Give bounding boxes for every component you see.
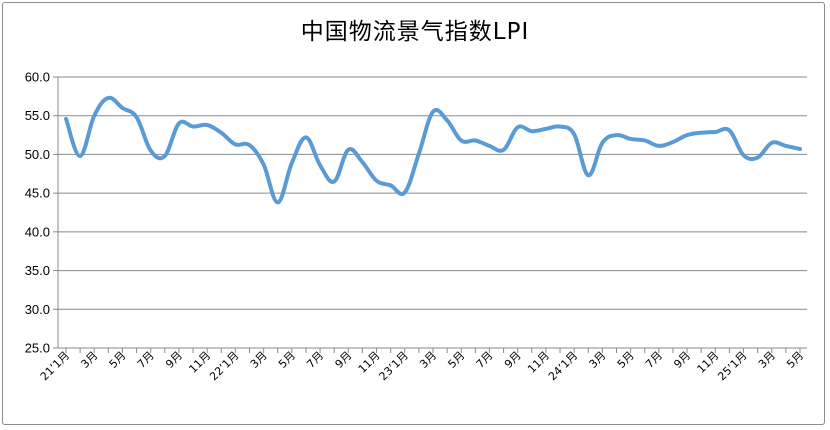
data-point [699, 131, 703, 135]
data-point [459, 138, 463, 142]
axes [53, 76, 807, 353]
data-point [120, 106, 124, 110]
x-tick-label: 25’1月 [715, 349, 749, 383]
y-tick-label: 55.0 [25, 108, 50, 123]
data-point [276, 200, 280, 204]
data-point [742, 153, 746, 157]
y-tick-label: 25.0 [25, 341, 50, 356]
data-point [643, 138, 647, 142]
data-point [615, 133, 619, 137]
data-point [770, 141, 774, 145]
data-point [304, 135, 308, 139]
x-tick-label: 9月 [671, 349, 693, 371]
y-axis-tick-labels: 25.0 30.0 35.0 40.0 45.0 50.0 55.0 60.0 [25, 70, 50, 356]
data-point [92, 114, 96, 118]
x-tick-label: 5月 [276, 349, 298, 371]
data-point [332, 180, 336, 184]
x-tick-label: 3月 [248, 349, 270, 371]
x-tick-label: 3月 [78, 349, 100, 371]
data-point [360, 160, 364, 164]
data-point [149, 149, 153, 153]
data-point [219, 131, 223, 135]
x-tick-label: 3月 [417, 349, 439, 371]
data-point [78, 154, 82, 158]
data-point [530, 129, 534, 133]
data-point [685, 133, 689, 137]
x-tick-label: 7月 [474, 349, 496, 371]
data-point [558, 125, 562, 129]
x-tick-label: 5月 [107, 349, 129, 371]
x-tick-label: 7月 [135, 349, 157, 371]
data-point [135, 115, 139, 119]
y-tick-label: 40.0 [25, 224, 50, 239]
y-tick-label: 50.0 [25, 147, 50, 162]
chart-frame [2, 2, 825, 425]
data-point [445, 118, 449, 122]
x-tick-label: 24’1月 [546, 349, 580, 383]
data-point [727, 128, 731, 132]
y-tick-label: 60.0 [25, 70, 50, 85]
x-tick-label: 5月 [445, 349, 467, 371]
data-point [290, 161, 294, 165]
data-point [671, 140, 675, 144]
data-point [403, 190, 407, 194]
data-point [600, 141, 604, 145]
data-point [177, 121, 181, 125]
data-point [487, 144, 491, 148]
y-tick-label: 45.0 [25, 186, 50, 201]
data-point [516, 125, 520, 129]
x-tick-label: 9月 [333, 349, 355, 371]
x-tick-label: 9月 [502, 349, 524, 371]
chart-title: 中国物流景气指数LPI [300, 19, 530, 45]
data-point [784, 144, 788, 148]
data-point [473, 138, 477, 142]
data-point [657, 144, 661, 148]
data-point [248, 143, 252, 147]
data-point [205, 123, 209, 127]
data-point [389, 183, 393, 187]
x-tick-label: 5月 [784, 349, 806, 371]
data-point [375, 179, 379, 183]
data-point [106, 96, 110, 100]
data-point [756, 156, 760, 160]
data-point [233, 142, 237, 146]
x-tick-label: 7月 [643, 349, 665, 371]
data-point [572, 132, 576, 136]
data-point [798, 147, 802, 151]
data-point [544, 127, 548, 131]
data-point [64, 117, 68, 121]
x-tick-label: 7月 [304, 349, 326, 371]
x-tick-label: 22’1月 [207, 349, 241, 383]
data-point [502, 148, 506, 152]
y-tick-label: 35.0 [25, 263, 50, 278]
x-tick-label: 3月 [756, 349, 778, 371]
x-tick-label: 9月 [163, 349, 185, 371]
data-point [163, 154, 167, 158]
data-point [191, 125, 195, 129]
data-point [713, 130, 717, 134]
y-tick-label: 30.0 [25, 302, 50, 317]
data-point [318, 163, 322, 167]
series-line [64, 95, 802, 205]
data-point [262, 162, 266, 166]
x-tick-label: 5月 [615, 349, 637, 371]
series-layer [64, 95, 802, 205]
x-tick-label: 23’1月 [377, 349, 411, 383]
data-point [346, 148, 350, 152]
data-point [586, 173, 590, 177]
data-point [417, 152, 421, 156]
data-point [629, 137, 633, 141]
data-point [431, 110, 435, 114]
x-tick-label: 3月 [587, 349, 609, 371]
